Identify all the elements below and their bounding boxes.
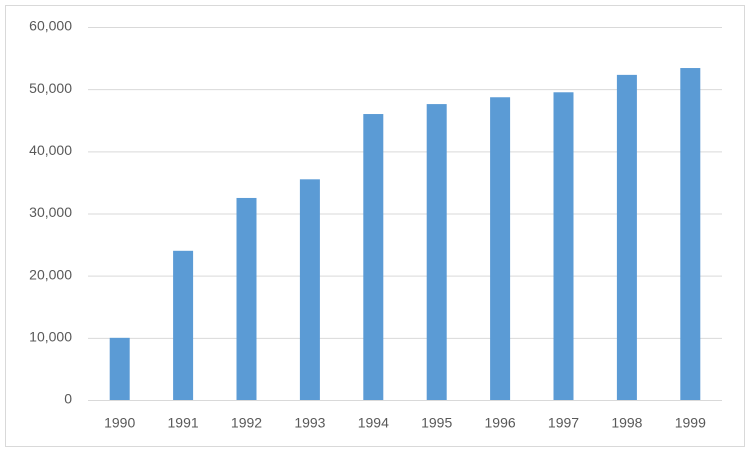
x-tick-label: 1997 [548,415,579,431]
y-tick-label: 40,000 [29,142,72,158]
bar [426,104,447,400]
x-tick-label: 1999 [675,415,706,431]
bar [680,68,701,400]
x-tick-label: 1992 [231,415,262,431]
bar [616,74,637,400]
x-tick-label: 1990 [104,415,135,431]
x-tick-label: 1998 [611,415,642,431]
bar [490,97,511,400]
bar [173,250,194,400]
x-tick-label: 1993 [294,415,325,431]
bar [299,179,320,400]
y-tick-label: 0 [64,391,72,407]
bar [363,114,384,401]
y-tick-label: 60,000 [29,18,72,34]
y-tick-label: 50,000 [29,80,72,96]
bar [236,197,257,400]
x-tick-label: 1991 [168,415,199,431]
x-tick-label: 1994 [358,415,389,431]
bar [109,337,130,400]
y-tick-label: 10,000 [29,329,72,345]
x-tick-label: 1996 [485,415,516,431]
y-tick-label: 20,000 [29,266,72,282]
y-tick-label: 30,000 [29,204,72,220]
bar [553,92,574,401]
x-tick-label: 1995 [421,415,452,431]
